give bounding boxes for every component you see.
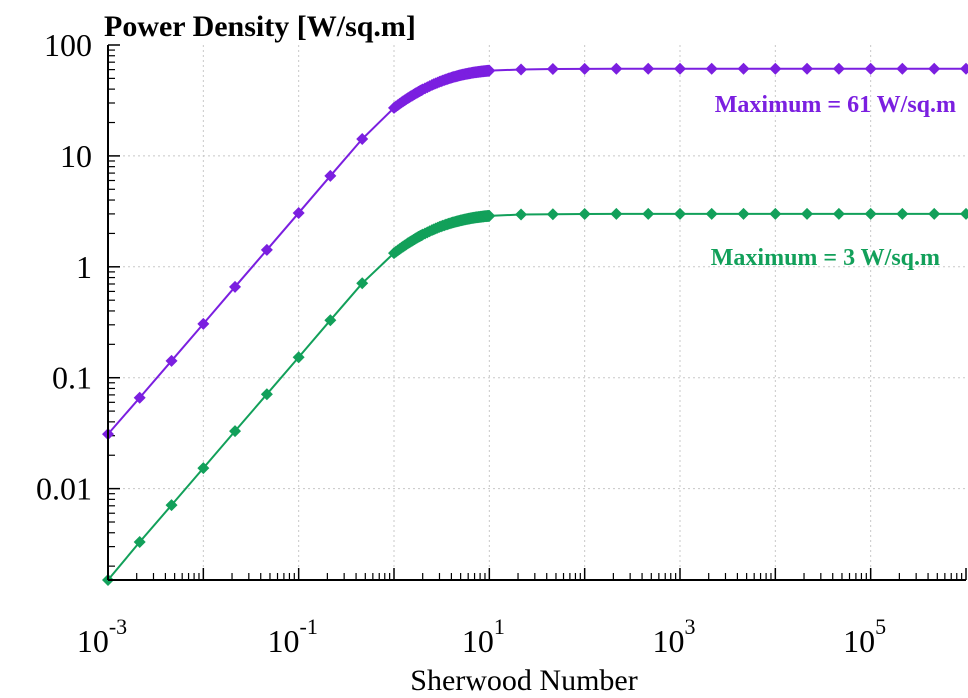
x-tick-exponent: 5 xyxy=(875,614,886,639)
y-tick-label: 1 xyxy=(76,249,92,285)
data-point xyxy=(356,277,369,290)
y-tick-label: 10 xyxy=(60,138,92,174)
data-point xyxy=(229,280,242,293)
data-point xyxy=(546,208,559,221)
data-point xyxy=(546,63,559,76)
data-point xyxy=(705,207,718,220)
data-point xyxy=(324,169,337,182)
series-0 xyxy=(102,62,968,441)
y-tick-label: 0.01 xyxy=(36,471,92,507)
data-point xyxy=(515,208,528,221)
data-point xyxy=(801,207,814,220)
data-point xyxy=(324,314,337,327)
data-point xyxy=(832,207,845,220)
data-point xyxy=(737,62,750,75)
x-tick-base: 10 xyxy=(653,623,685,659)
x-tick-exponent: -1 xyxy=(300,614,318,639)
data-point xyxy=(578,208,591,221)
annotations: Maximum = 61 W/sq.m Maximum = 3 W/sq.m xyxy=(711,92,956,271)
data-point xyxy=(674,207,686,220)
series-group xyxy=(102,62,968,586)
data-point xyxy=(260,243,273,256)
grid-lines xyxy=(108,45,966,580)
data-point xyxy=(610,207,623,220)
data-point xyxy=(960,62,968,75)
x-axis-label: Sherwood Number xyxy=(410,664,637,697)
x-tick-base: 10 xyxy=(462,623,494,659)
band-marker xyxy=(482,209,495,222)
data-point xyxy=(769,207,782,220)
data-point xyxy=(769,62,782,75)
data-point xyxy=(832,62,845,75)
band-marker xyxy=(482,64,495,77)
minor-ticks xyxy=(107,44,967,580)
data-point xyxy=(928,207,941,220)
data-point xyxy=(197,317,210,330)
data-point xyxy=(928,62,941,75)
data-point xyxy=(197,462,210,475)
data-point xyxy=(356,133,369,146)
data-point xyxy=(260,388,273,401)
x-tick-labels: 10-3 10-1 101 103 105 xyxy=(77,614,886,659)
data-point xyxy=(578,62,591,75)
y-tick-labels: 100 10 1 0.1 0.01 xyxy=(36,27,92,507)
data-point xyxy=(515,63,528,76)
data-point xyxy=(642,207,655,220)
data-point xyxy=(864,62,877,75)
data-point xyxy=(705,62,718,75)
x-tick-base: 10 xyxy=(77,623,109,659)
data-point xyxy=(133,391,146,404)
x-tick-exponent: 3 xyxy=(685,614,696,639)
x-tick-base: 10 xyxy=(268,623,300,659)
data-point xyxy=(864,207,877,220)
x-tick-base: 10 xyxy=(843,623,875,659)
data-point xyxy=(292,206,305,219)
chart-title: Power Density [W/sq.m] xyxy=(104,10,416,43)
data-point xyxy=(165,354,178,367)
data-point xyxy=(896,207,909,220)
data-point xyxy=(737,207,750,220)
x-tick-label: 105 xyxy=(843,614,886,659)
series-1 xyxy=(102,207,968,586)
data-point xyxy=(674,62,686,75)
max-annotation-1: Maximum = 3 W/sq.m xyxy=(711,245,940,271)
data-point xyxy=(133,536,146,549)
y-tick-label: 100 xyxy=(44,27,92,63)
x-tick-exponent: 1 xyxy=(494,614,505,639)
data-point xyxy=(960,207,968,220)
data-point xyxy=(896,62,909,75)
data-point xyxy=(610,62,623,75)
y-tick-label: 0.1 xyxy=(52,360,92,396)
data-point xyxy=(801,62,814,75)
data-point xyxy=(292,351,305,364)
data-point xyxy=(642,62,655,75)
x-tick-exponent: -3 xyxy=(109,614,127,639)
x-tick-label: 101 xyxy=(462,614,505,659)
data-point xyxy=(229,425,242,438)
x-tick-label: 10-1 xyxy=(268,614,318,659)
data-point xyxy=(165,499,178,512)
x-tick-label: 10-3 xyxy=(77,614,127,659)
x-tick-label: 103 xyxy=(653,614,696,659)
max-annotation-0: Maximum = 61 W/sq.m xyxy=(715,92,956,118)
